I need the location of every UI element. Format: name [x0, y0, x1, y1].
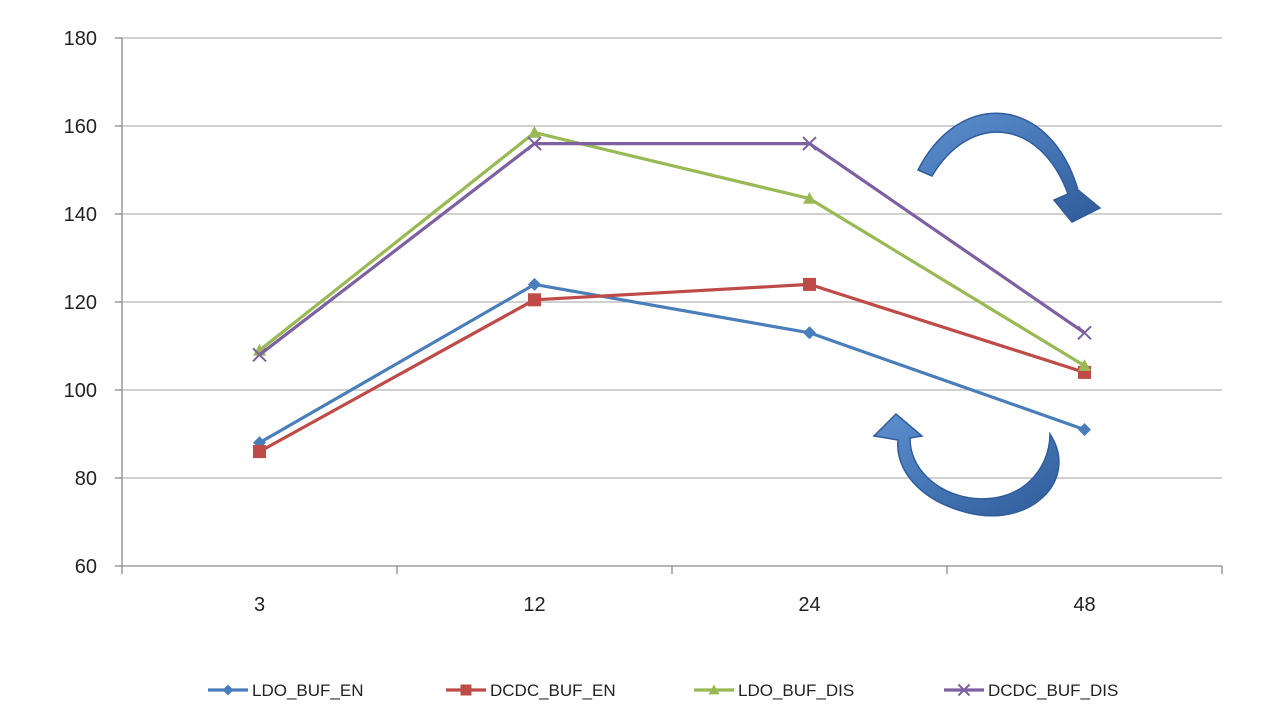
series-line	[258, 282, 1086, 445]
gridlines	[122, 37, 1222, 479]
series-group	[252, 126, 1092, 459]
data-point	[803, 192, 816, 204]
legend-item: DCDC_BUF_DIS	[944, 681, 1118, 700]
series-line	[258, 131, 1086, 368]
axes: 60 80 100 120 140 160 180 3 12 24 48	[64, 28, 1223, 616]
y-tick-label: 140	[64, 204, 97, 226]
series-ldo-buf-en	[253, 277, 1091, 450]
legend-item: DCDC_BUF_EN	[446, 681, 616, 700]
y-tick-label: 60	[75, 556, 97, 578]
legend-label: LDO_BUF_DIS	[738, 681, 854, 700]
data-point	[802, 136, 817, 151]
data-point	[1077, 325, 1092, 341]
data-point	[1078, 359, 1091, 371]
x-tick-label: 3	[254, 594, 265, 616]
curved-arrow-counterclockwise-icon	[872, 412, 1060, 517]
data-point	[528, 277, 541, 291]
data-point	[252, 347, 267, 363]
data-point	[1078, 423, 1091, 437]
series-dcdc-buf-en	[253, 277, 1091, 459]
data-point	[528, 293, 541, 307]
legend-label: LDO_BUF_EN	[252, 681, 363, 700]
legend-marker	[222, 684, 234, 696]
x-tick-label: 48	[1073, 594, 1095, 616]
y-tick-label: 120	[64, 292, 97, 314]
curved-arrow-clockwise-icon	[916, 112, 1102, 223]
data-point	[253, 445, 266, 459]
y-tick-label: 80	[75, 468, 97, 490]
series-line	[258, 282, 1085, 454]
legend-marker	[957, 683, 971, 697]
series-line	[258, 142, 1086, 357]
data-point	[803, 277, 816, 291]
y-tick-label: 160	[64, 116, 97, 138]
annotation-arrows	[872, 112, 1102, 517]
data-point	[527, 136, 542, 151]
legend-label: DCDC_BUF_DIS	[988, 681, 1118, 700]
legend-marker	[708, 684, 720, 695]
x-tick-label: 24	[798, 594, 820, 616]
legend-marker	[460, 684, 472, 696]
legend-item: LDO_BUF_DIS	[694, 681, 854, 700]
y-tick-label: 180	[64, 28, 97, 50]
legend-label: DCDC_BUF_EN	[490, 681, 616, 700]
legend: LDO_BUF_EN DCDC_BUF_EN LDO_BUF_DIS DCDC_BUF…	[208, 681, 1118, 700]
data-point	[528, 126, 541, 138]
x-tick-label: 12	[523, 594, 545, 616]
data-point	[803, 326, 816, 340]
series-dcdc-buf-dis	[252, 136, 1092, 363]
y-tick-label: 100	[64, 380, 97, 402]
legend-item: LDO_BUF_EN	[208, 681, 363, 700]
